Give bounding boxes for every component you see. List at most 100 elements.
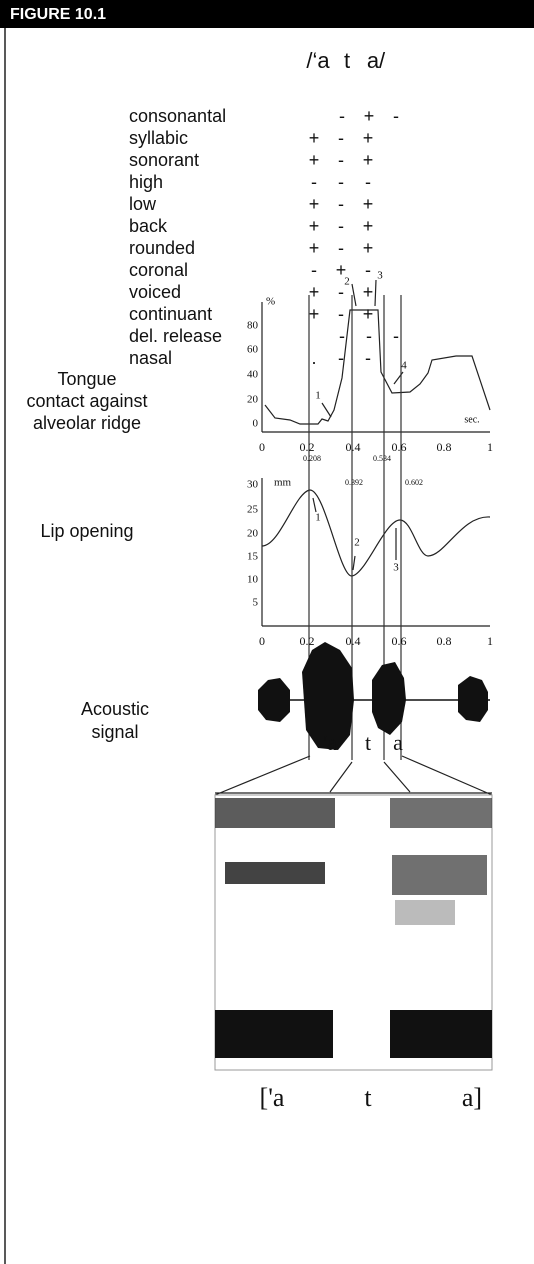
waveform (258, 642, 490, 750)
x-unit: sec. (464, 414, 479, 425)
y-tick-label: 20 (247, 528, 259, 540)
y-tick-label: 0 (253, 418, 259, 430)
feature-value: - (338, 348, 344, 368)
x-tick-label: 0.2 (300, 634, 315, 648)
feature-name: consonantal (129, 106, 226, 126)
phoneme: a/ (367, 48, 386, 73)
feature-value: - (393, 106, 399, 126)
x-tick-label: 0.6 (392, 634, 407, 648)
feature-value: - (338, 172, 344, 192)
annotation: 1 (315, 390, 321, 402)
x-tick-label: 0.8 (437, 634, 452, 648)
feature-value: - (393, 326, 399, 346)
panel-label: signal (91, 722, 138, 742)
feature-value: - (338, 150, 344, 170)
marker: 0.392 (345, 478, 363, 487)
feature-name: nasal (129, 348, 172, 368)
spectrogram-label: t (364, 1083, 372, 1112)
feature-name: rounded (129, 238, 195, 258)
marker: 0.602 (405, 478, 423, 487)
spectrogram (214, 794, 493, 1071)
y-tick-label: 20 (247, 394, 259, 406)
unit: mm (274, 477, 292, 489)
feature-value: . (311, 348, 316, 368)
feature-value: - (339, 106, 345, 126)
x-tick-label: 0.2 (300, 440, 315, 454)
lip-axes (261, 478, 491, 627)
feature-name: del. release (129, 326, 222, 346)
feature-value: + (363, 238, 374, 258)
feature-value: - (338, 238, 344, 258)
annotation: 2 (354, 537, 360, 549)
spectrogram-label: a] (462, 1083, 482, 1112)
segment-label: a (393, 730, 403, 755)
feature-value: + (364, 106, 375, 126)
feature-name: low (129, 194, 157, 214)
x-tick-label: 1 (487, 440, 493, 454)
panel-label: contact against (26, 391, 147, 411)
x-tick-label: 0.8 (437, 440, 452, 454)
feature-value: + (309, 194, 320, 214)
feature-value: + (309, 238, 320, 258)
x-tick-label: 1 (487, 634, 493, 648)
feature-value: + (309, 282, 320, 302)
feature-value: + (363, 304, 374, 324)
feature-name: sonorant (129, 150, 199, 170)
feature-value: + (363, 150, 374, 170)
feature-value: + (309, 304, 320, 324)
phoneme: /‘a (306, 48, 330, 73)
feature-value: - (311, 172, 317, 192)
annotation: 3 (393, 562, 399, 574)
panel-label: Acoustic (81, 699, 149, 719)
feature-value: - (366, 326, 372, 346)
panel-label: alveolar ridge (33, 413, 141, 433)
x-tick-label: 0.4 (346, 440, 361, 454)
annotation: 4 (401, 360, 407, 372)
feature-value: - (339, 326, 345, 346)
marker: 0.208 (303, 454, 321, 463)
figure-title: FIGURE 10.1 (10, 6, 106, 23)
x-tick-label: 0 (259, 440, 265, 454)
y-tick-label: 40 (247, 369, 259, 381)
feature-value: + (363, 216, 374, 236)
y-tick-label: 15 (247, 551, 259, 563)
unit: % (266, 296, 275, 308)
feature-value: + (309, 128, 320, 148)
y-tick-label: 5 (253, 597, 259, 609)
feature-value: - (338, 216, 344, 236)
segment-label: 'a (323, 730, 337, 755)
annotation: 3 (377, 270, 383, 282)
feature-value: - (338, 304, 344, 324)
y-tick-label: 25 (247, 504, 259, 516)
panel-label: Tongue (57, 369, 116, 389)
y-tick-label: 10 (247, 574, 259, 586)
feature-value: - (365, 172, 371, 192)
annotation: 1 (315, 512, 321, 524)
annotation: 2 (344, 276, 350, 288)
segment-label: t (365, 730, 371, 755)
x-tick-label: 0.4 (346, 634, 361, 648)
feature-value: - (365, 348, 371, 368)
feature-value: - (365, 260, 371, 280)
phoneme: t (344, 48, 350, 73)
x-tick-label: 0.6 (392, 440, 407, 454)
feature-name: voiced (129, 282, 181, 302)
feature-value: - (338, 194, 344, 214)
feature-value: - (338, 282, 344, 302)
feature-value: + (363, 128, 374, 148)
feature-name: back (129, 216, 168, 236)
feature-name: high (129, 172, 163, 192)
feature-value: - (311, 260, 317, 280)
header-bar (0, 0, 534, 28)
y-tick-label: 30 (247, 479, 259, 491)
feature-value: + (363, 194, 374, 214)
feature-value: + (336, 260, 347, 280)
feature-value: + (309, 216, 320, 236)
y-tick-label: 80 (247, 320, 259, 332)
feature-value: - (338, 128, 344, 148)
x-tick-label: 0 (259, 634, 265, 648)
feature-name: continuant (129, 304, 212, 324)
feature-name: syllabic (129, 128, 188, 148)
panel-label: Lip opening (40, 521, 133, 541)
